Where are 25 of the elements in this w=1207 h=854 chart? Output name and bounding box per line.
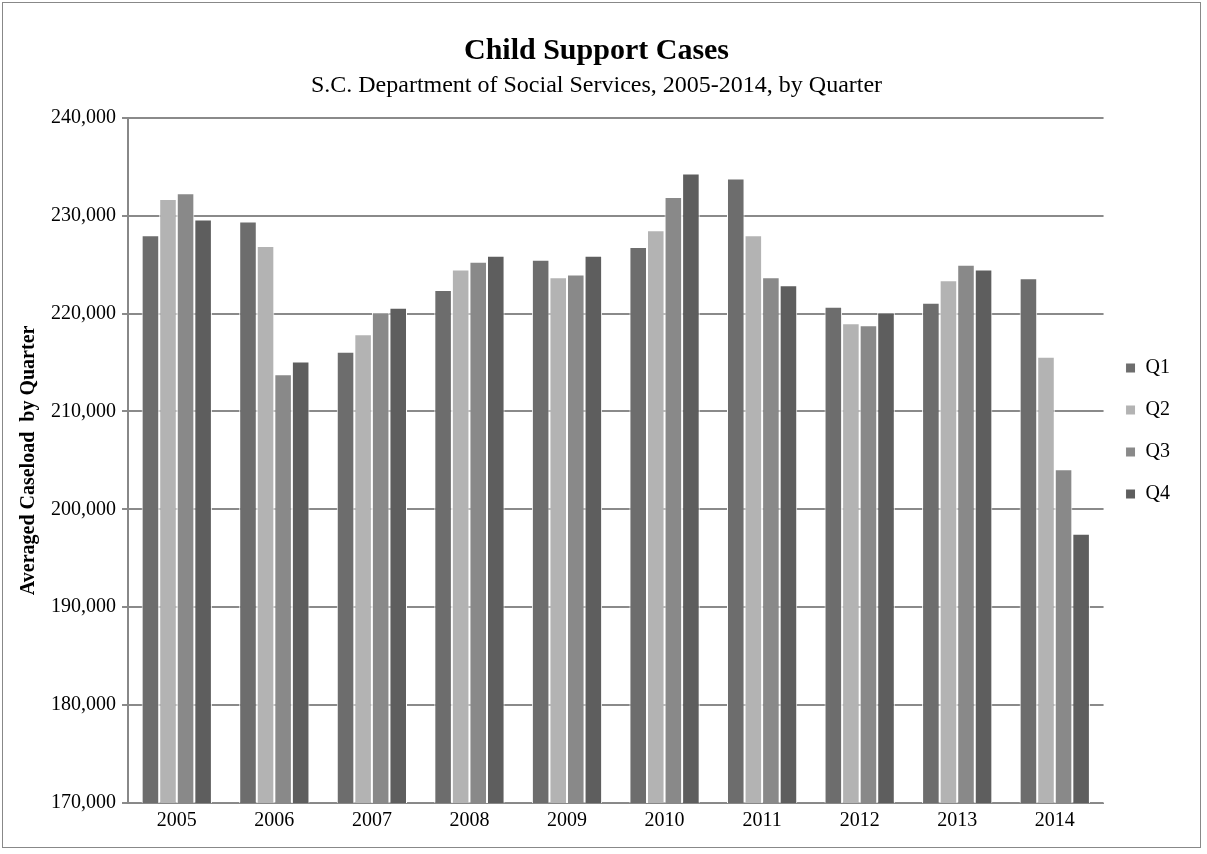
y-tick-label: 170,000 [51, 790, 116, 813]
x-tick-label: 2009 [547, 808, 587, 831]
chart-title: Child Support Cases [463, 31, 730, 65]
x-tick-label: 2013 [937, 808, 978, 831]
legend-label: Q3 [1145, 439, 1171, 462]
x-tick-label: 2012 [839, 808, 880, 831]
x-tick-label: 2010 [644, 808, 685, 831]
legend-label: Q4 [1145, 481, 1171, 504]
legend-label: Q1 [1145, 355, 1171, 378]
y-tick-label: 190,000 [51, 594, 116, 617]
x-tick-label: 2008 [449, 808, 490, 831]
x-tick-label: 2006 [254, 808, 295, 831]
y-axis-title: Averaged Caseload by Quarter [16, 325, 40, 596]
y-tick-label: 220,000 [51, 300, 116, 323]
x-tick-label: 2011 [742, 808, 782, 831]
x-tick-label: 2014 [1034, 808, 1075, 831]
x-tick-label: 2007 [351, 808, 392, 831]
y-tick-label: 210,000 [51, 398, 116, 421]
x-tick-label: 2005 [156, 808, 197, 831]
y-tick-label: 180,000 [51, 692, 116, 715]
y-tick-label: 240,000 [51, 105, 116, 128]
y-tick-label: 230,000 [51, 202, 116, 225]
legend-label: Q2 [1145, 397, 1171, 420]
chart-subtitle: S.C. Department of Social Services, 2005-2014, by Quarter [310, 70, 883, 97]
y-tick-label: 200,000 [51, 496, 116, 519]
